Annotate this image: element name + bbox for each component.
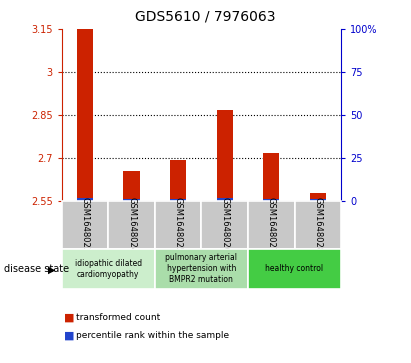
Text: GSM1648023: GSM1648023 bbox=[81, 197, 90, 253]
Bar bbox=[155, 201, 201, 249]
Bar bbox=[77, 198, 93, 201]
Bar bbox=[123, 171, 140, 201]
Text: GSM1648025: GSM1648025 bbox=[173, 197, 182, 253]
Text: GSM1648026: GSM1648026 bbox=[220, 197, 229, 253]
Bar bbox=[155, 249, 248, 289]
Text: percentile rank within the sample: percentile rank within the sample bbox=[76, 331, 229, 340]
Bar bbox=[217, 110, 233, 201]
Text: idiopathic dilated
cardiomyopathy: idiopathic dilated cardiomyopathy bbox=[75, 258, 142, 279]
Bar bbox=[62, 201, 108, 249]
Text: ■: ■ bbox=[64, 313, 74, 323]
Bar bbox=[248, 249, 341, 289]
Bar bbox=[170, 160, 186, 201]
Text: pulmonary arterial
hypertension with
BMPR2 mutation: pulmonary arterial hypertension with BMP… bbox=[165, 253, 238, 284]
Bar bbox=[108, 201, 155, 249]
Text: ▶: ▶ bbox=[48, 264, 55, 274]
Text: disease state: disease state bbox=[4, 264, 69, 274]
Text: GSM1648024: GSM1648024 bbox=[127, 197, 136, 253]
Bar bbox=[309, 193, 326, 201]
Text: healthy control: healthy control bbox=[266, 264, 323, 273]
Bar bbox=[295, 201, 341, 249]
Bar bbox=[309, 199, 326, 201]
Text: GSM1648027: GSM1648027 bbox=[267, 197, 276, 253]
Text: transformed count: transformed count bbox=[76, 313, 160, 322]
Bar bbox=[263, 199, 279, 201]
Text: GSM1648028: GSM1648028 bbox=[313, 197, 322, 253]
Bar bbox=[217, 198, 233, 201]
Bar bbox=[77, 29, 93, 201]
Bar bbox=[248, 201, 295, 249]
Bar bbox=[170, 199, 186, 201]
Bar bbox=[263, 152, 279, 201]
Text: ■: ■ bbox=[64, 331, 74, 341]
Bar bbox=[62, 249, 155, 289]
Bar bbox=[201, 201, 248, 249]
Text: GDS5610 / 7976063: GDS5610 / 7976063 bbox=[135, 9, 276, 23]
Bar bbox=[123, 199, 140, 201]
